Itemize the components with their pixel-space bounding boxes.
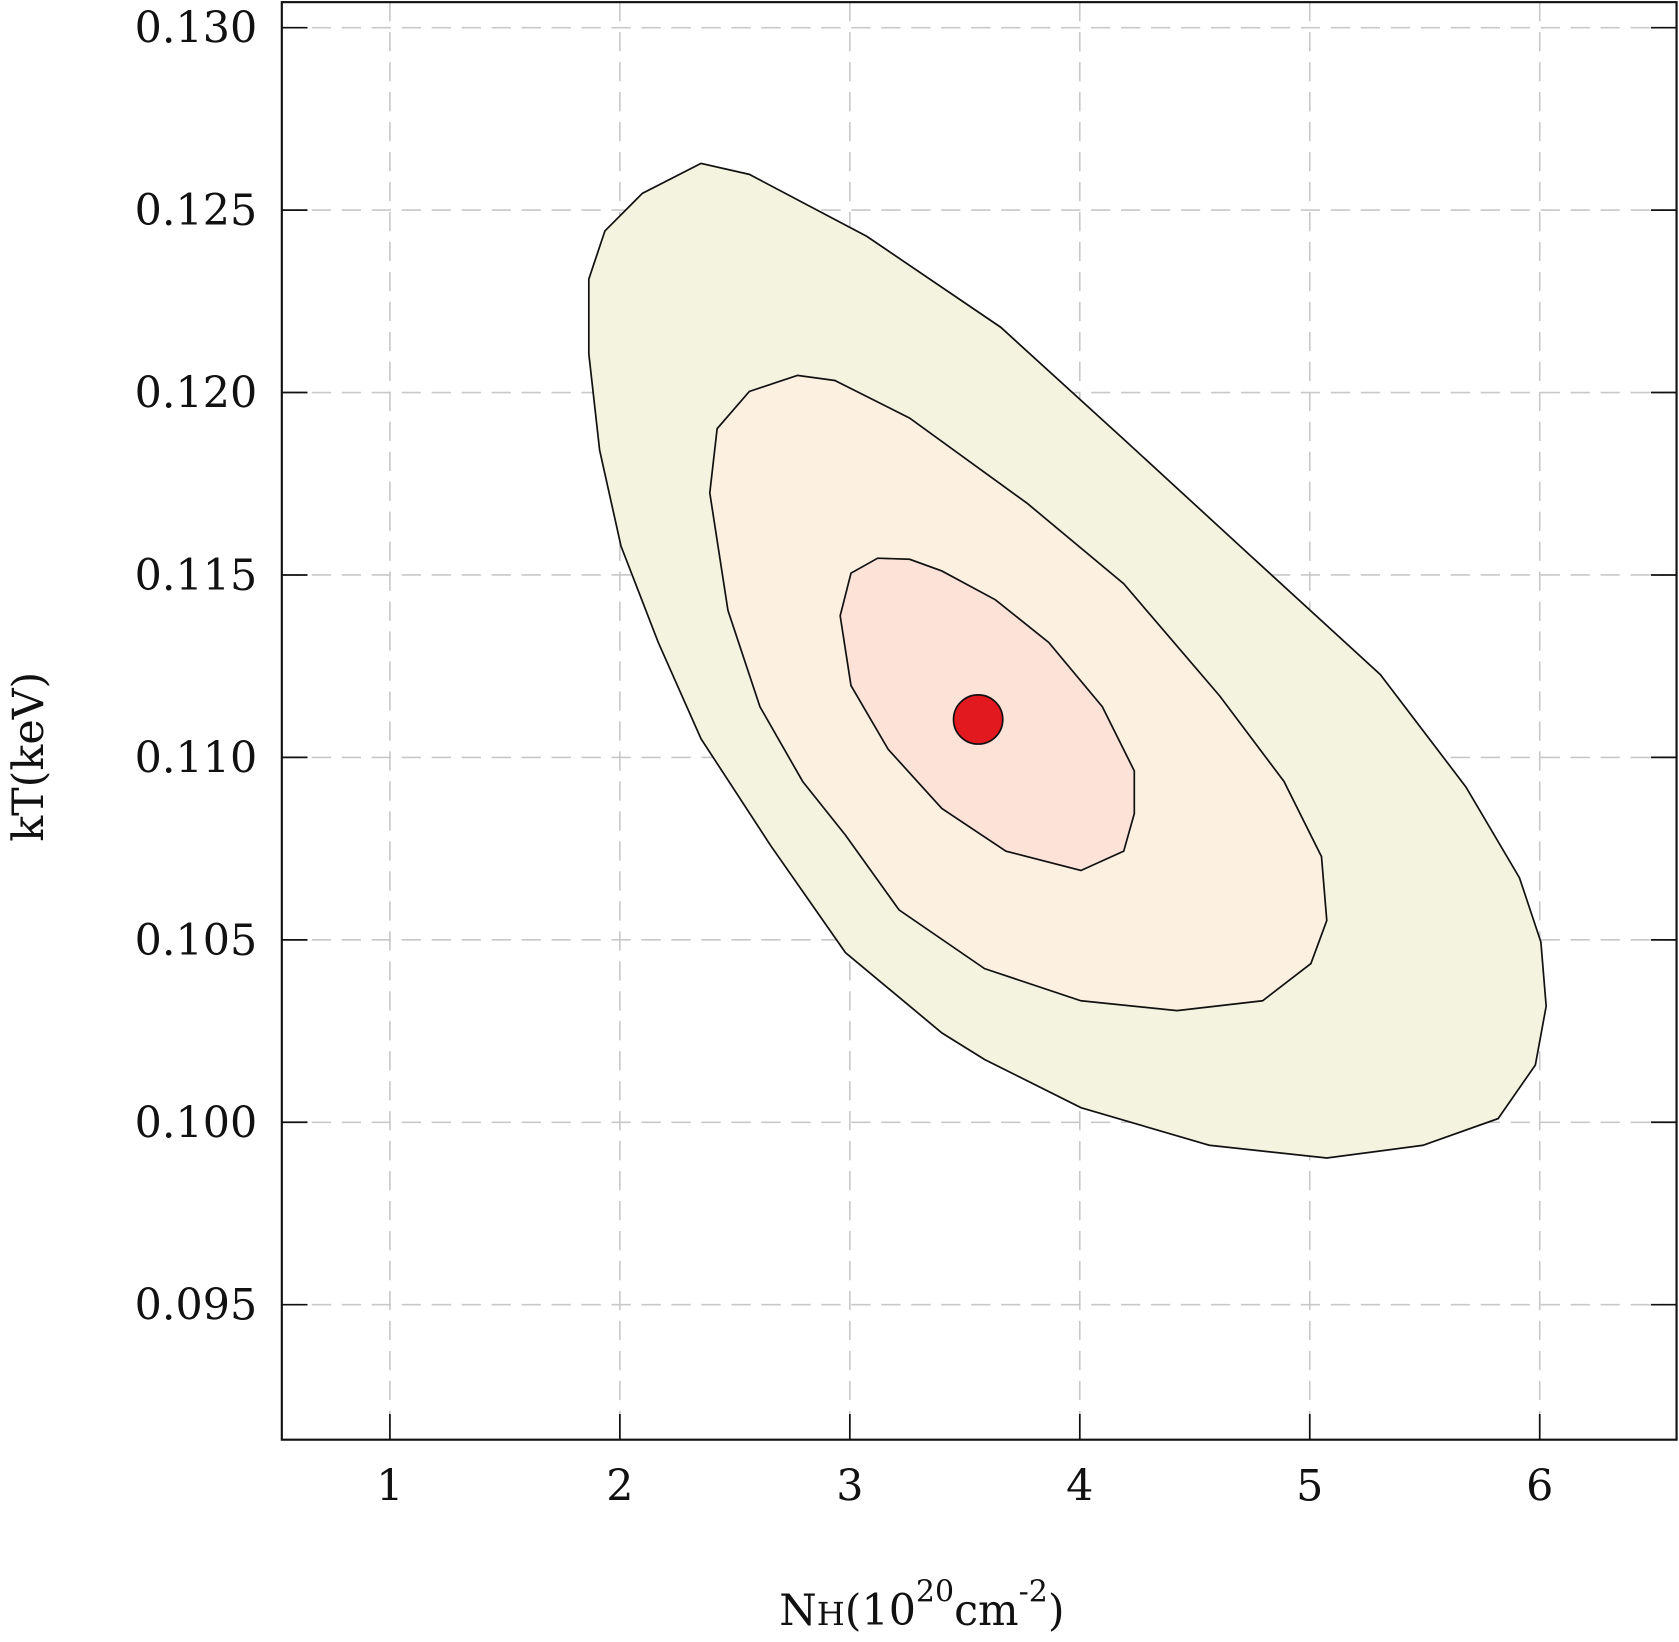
y-tick-label: 0.110 <box>135 733 258 783</box>
x-tick-label: 3 <box>836 1462 863 1512</box>
x-tick-label: 2 <box>606 1462 633 1512</box>
x-tick-label: 5 <box>1296 1462 1323 1512</box>
y-tick-label: 0.105 <box>135 916 258 966</box>
x-tick-label: 1 <box>376 1462 403 1512</box>
x-axis-label: NH(1020cm-2) <box>779 1574 1064 1636</box>
y-axis-label: kT(keV) <box>4 672 54 842</box>
y-tick-label: 0.115 <box>135 551 258 601</box>
plot-frame <box>280 1 1678 1441</box>
x-tick-label: 4 <box>1066 1462 1093 1512</box>
y-tick-label: 0.125 <box>135 186 258 236</box>
y-tick-label: 0.120 <box>135 369 258 419</box>
x-tick-label: 6 <box>1526 1462 1553 1512</box>
y-tick-label: 0.100 <box>135 1098 258 1148</box>
best-fit-point <box>952 693 1004 745</box>
y-tick-label: 0.095 <box>135 1281 258 1331</box>
y-tick-label: 0.130 <box>135 4 258 54</box>
